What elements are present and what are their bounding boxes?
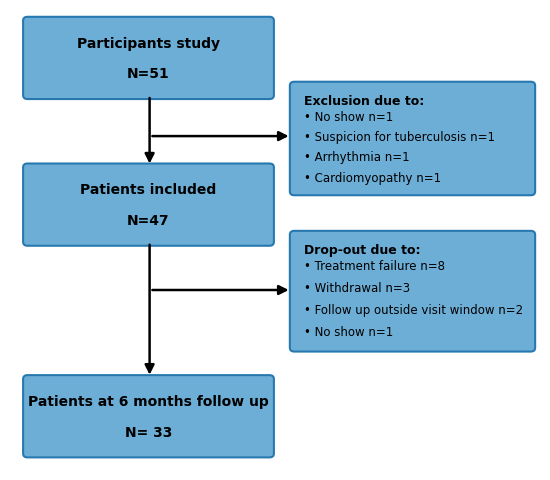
Text: Drop-out due to:: Drop-out due to: xyxy=(304,244,421,257)
Text: Participants study: Participants study xyxy=(77,36,220,50)
Text: • Suspicion for tuberculosis n=1: • Suspicion for tuberculosis n=1 xyxy=(304,131,495,144)
Text: • Withdrawal n=3: • Withdrawal n=3 xyxy=(304,281,410,294)
Text: • Follow up outside visit window n=2: • Follow up outside visit window n=2 xyxy=(304,303,523,316)
Text: • No show n=1: • No show n=1 xyxy=(304,110,393,123)
Text: Patients at 6 months follow up: Patients at 6 months follow up xyxy=(28,394,269,408)
Text: • Cardiomyopathy n=1: • Cardiomyopathy n=1 xyxy=(304,171,441,184)
Text: N= 33: N= 33 xyxy=(125,425,172,439)
FancyBboxPatch shape xyxy=(23,18,274,100)
Text: N=47: N=47 xyxy=(127,214,170,228)
FancyBboxPatch shape xyxy=(23,164,274,246)
Text: Exclusion due to:: Exclusion due to: xyxy=(304,95,425,108)
Text: N=51: N=51 xyxy=(127,67,170,81)
FancyBboxPatch shape xyxy=(290,231,535,352)
Text: • Arrhythmia n=1: • Arrhythmia n=1 xyxy=(304,151,410,164)
Text: Patients included: Patients included xyxy=(80,183,217,197)
FancyBboxPatch shape xyxy=(23,375,274,457)
Text: • No show n=1: • No show n=1 xyxy=(304,325,393,338)
FancyBboxPatch shape xyxy=(290,83,535,196)
Text: • Treatment failure n=8: • Treatment failure n=8 xyxy=(304,259,445,272)
